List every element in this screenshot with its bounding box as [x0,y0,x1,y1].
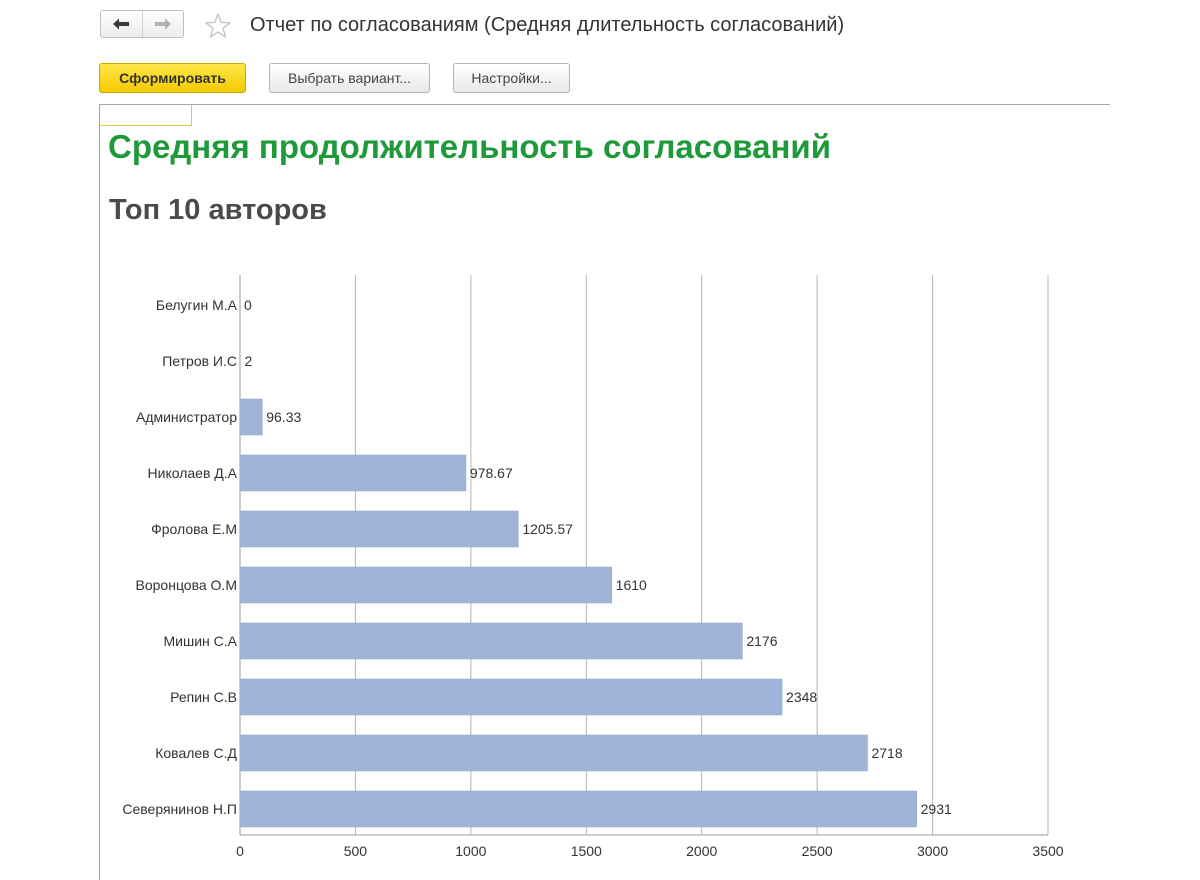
category-label: Николаев Д.А [148,465,238,481]
category-label: Воронцова О.М [136,577,237,593]
data-label: 2 [244,353,252,369]
history-navigation [100,10,184,38]
choose-variant-button[interactable]: Выбрать вариант... [269,63,430,93]
arrow-right-icon [154,18,171,30]
window-title: Отчет по согласованиям (Средняя длительн… [250,14,845,36]
bar [239,566,612,604]
forward-button[interactable] [141,11,184,37]
data-label: 2176 [746,633,777,649]
data-label: 2718 [871,745,902,761]
category-label: Администратор [136,409,237,425]
category-label: Ковалев С.Д [155,745,237,761]
bar [239,398,263,436]
data-label: 0 [244,297,252,313]
x-tick-label: 3500 [1032,843,1063,859]
star-icon[interactable] [204,12,232,40]
active-cell[interactable] [100,105,192,126]
data-label: 2931 [921,801,952,817]
bar [239,510,519,548]
report-subtitle: Топ 10 авторов [109,194,327,226]
bar-chart: 0 500 1000 1500 2000 2500 3000 3500 Белугин М.А 0… [122,275,1064,859]
data-label: 1610 [616,577,647,593]
x-tick-label: 500 [344,843,368,859]
x-tick-label: 1500 [571,843,602,859]
x-tick-label: 2500 [802,843,833,859]
category-label: Фролова Е.М [151,521,237,537]
category-label: Белугин М.А [156,297,238,313]
generate-button[interactable]: Сформировать [99,63,246,93]
back-button[interactable] [101,11,142,37]
report-title: Средняя продолжительность согласований [108,128,832,165]
data-label: 1205.57 [522,521,573,537]
bar [239,454,467,492]
x-tick-label: 3000 [917,843,948,859]
arrow-left-icon [113,18,130,30]
data-label: 96.33 [266,409,301,425]
x-tick-label: 0 [236,843,244,859]
bar [239,678,783,716]
data-label: 978.67 [470,465,513,481]
report-frame-left [99,104,100,880]
bar [239,790,917,828]
bar [239,734,868,772]
bar [239,622,743,660]
category-label: Петров И.С [162,353,237,369]
settings-button[interactable]: Настройки... [453,63,570,93]
report-frame-top [99,104,1110,105]
category-label: Северянинов Н.П [122,801,237,817]
category-label: Мишин С.А [164,633,238,649]
x-tick-label: 2000 [686,843,717,859]
category-label: Репин С.В [170,689,237,705]
x-tick-label: 1000 [455,843,486,859]
data-label: 2348 [786,689,817,705]
